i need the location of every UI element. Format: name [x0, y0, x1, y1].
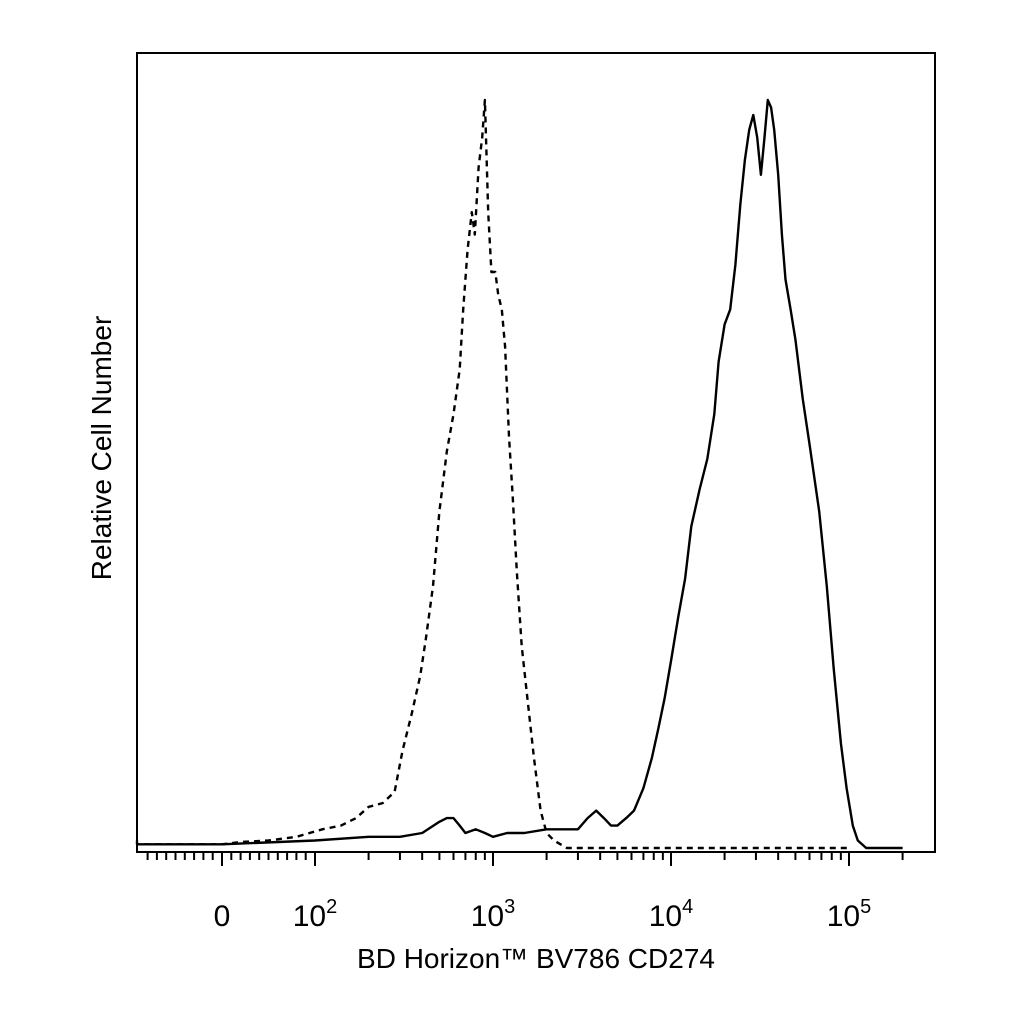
x-tick-label: 104 — [649, 896, 694, 933]
series-layer — [135, 98, 903, 850]
y-axis-label: Relative Cell Number — [86, 316, 117, 581]
x-tick-label: 0 — [214, 900, 231, 933]
series-line-dashed — [135, 98, 849, 850]
x-tick-label: 105 — [827, 896, 872, 933]
x-tick-label: 103 — [471, 896, 516, 933]
x-axis-ticks — [146, 852, 904, 866]
series-line-solid — [137, 98, 903, 850]
plot-frame — [136, 52, 936, 853]
x-axis-label: BD Horizon™ BV786 CD274 — [357, 943, 715, 974]
x-tick-label: 102 — [293, 896, 338, 933]
x-axis-tick-labels: 0 102 103 104 105 — [214, 896, 872, 933]
